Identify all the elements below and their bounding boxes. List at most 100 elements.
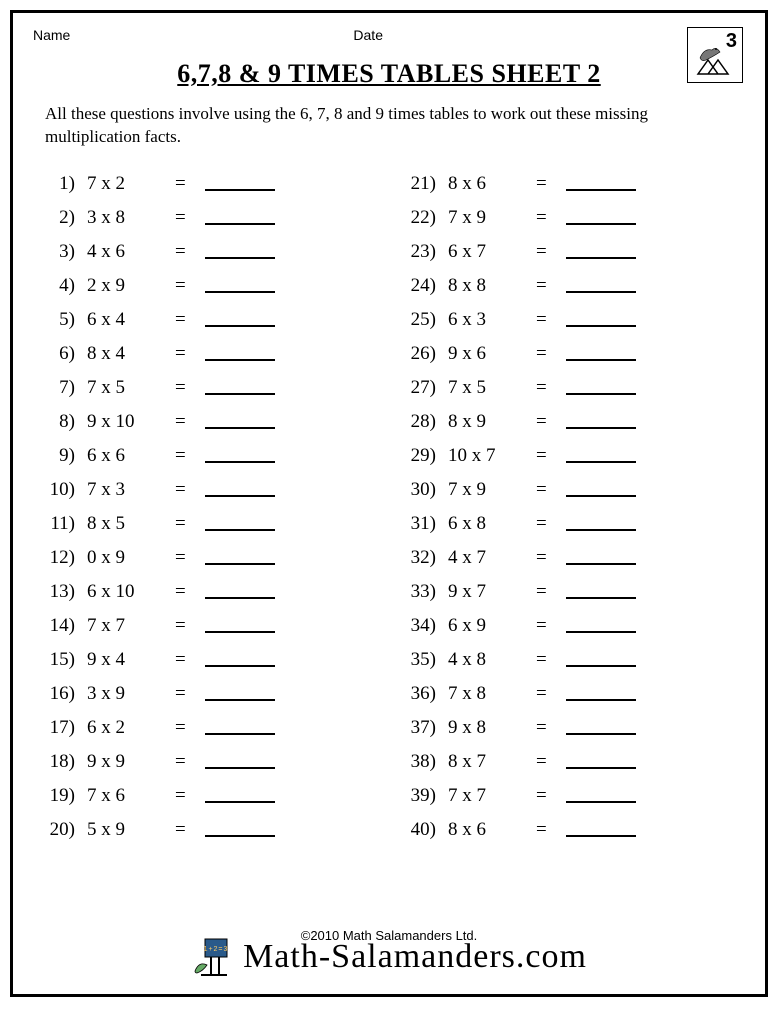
equals-sign: = — [173, 480, 205, 499]
problem-row: 25)6 x 3= — [398, 295, 737, 329]
equals-sign: = — [534, 242, 566, 261]
answer-blank[interactable] — [566, 409, 636, 429]
problem-row: 6)8 x 4= — [37, 329, 376, 363]
answer-blank[interactable] — [205, 613, 275, 633]
problems-column-2: 21)8 x 6=22)7 x 9=23)6 x 7=24)8 x 8=25)6… — [398, 159, 737, 839]
answer-blank[interactable] — [205, 647, 275, 667]
problem-number: 3) — [37, 242, 83, 261]
answer-blank[interactable] — [205, 443, 275, 463]
problem-number: 27) — [398, 378, 444, 397]
answer-blank[interactable] — [205, 307, 275, 327]
answer-blank[interactable] — [566, 681, 636, 701]
problem-expression: 0 x 9 — [83, 548, 173, 567]
problem-row: 9)6 x 6= — [37, 431, 376, 465]
problems-column-1: 1)7 x 2=2)3 x 8=3)4 x 6=4)2 x 9=5)6 x 4=… — [37, 159, 376, 839]
answer-blank[interactable] — [566, 375, 636, 395]
problem-number: 15) — [37, 650, 83, 669]
answer-blank[interactable] — [566, 579, 636, 599]
problem-expression: 6 x 7 — [444, 242, 534, 261]
problem-expression: 7 x 2 — [83, 174, 173, 193]
problem-number: 19) — [37, 786, 83, 805]
problem-number: 24) — [398, 276, 444, 295]
equals-sign: = — [173, 174, 205, 193]
answer-blank[interactable] — [205, 817, 275, 837]
equals-sign: = — [534, 344, 566, 363]
worksheet-page: Name Date 3 6,7,8 & 9 TIMES TABLES SHEET… — [10, 10, 768, 997]
answer-blank[interactable] — [566, 307, 636, 327]
answer-blank[interactable] — [205, 579, 275, 599]
answer-blank[interactable] — [566, 817, 636, 837]
problem-expression: 9 x 8 — [444, 718, 534, 737]
answer-blank[interactable] — [566, 715, 636, 735]
problem-number: 4) — [37, 276, 83, 295]
answer-blank[interactable] — [205, 715, 275, 735]
problem-row: 18)9 x 9= — [37, 737, 376, 771]
problem-number: 37) — [398, 718, 444, 737]
problem-number: 31) — [398, 514, 444, 533]
answer-blank[interactable] — [205, 409, 275, 429]
answer-blank[interactable] — [566, 783, 636, 803]
problem-number: 23) — [398, 242, 444, 261]
problem-number: 20) — [37, 820, 83, 839]
equals-sign: = — [173, 786, 205, 805]
problem-row: 26)9 x 6= — [398, 329, 737, 363]
answer-blank[interactable] — [566, 239, 636, 259]
answer-blank[interactable] — [566, 613, 636, 633]
answer-blank[interactable] — [205, 749, 275, 769]
answer-blank[interactable] — [205, 477, 275, 497]
answer-blank[interactable] — [566, 443, 636, 463]
problem-expression: 5 x 9 — [83, 820, 173, 839]
answer-blank[interactable] — [566, 273, 636, 293]
answer-blank[interactable] — [205, 341, 275, 361]
problem-number: 36) — [398, 684, 444, 703]
answer-blank[interactable] — [566, 477, 636, 497]
problem-number: 13) — [37, 582, 83, 601]
equals-sign: = — [173, 718, 205, 737]
answer-blank[interactable] — [205, 205, 275, 225]
answer-blank[interactable] — [566, 545, 636, 565]
equals-sign: = — [534, 752, 566, 771]
problem-expression: 6 x 3 — [444, 310, 534, 329]
problem-expression: 10 x 7 — [444, 446, 534, 465]
answer-blank[interactable] — [566, 511, 636, 531]
equals-sign: = — [534, 718, 566, 737]
answer-blank[interactable] — [205, 545, 275, 565]
problem-number: 14) — [37, 616, 83, 635]
problem-number: 9) — [37, 446, 83, 465]
problem-expression: 8 x 9 — [444, 412, 534, 431]
answer-blank[interactable] — [566, 171, 636, 191]
answer-blank[interactable] — [205, 511, 275, 531]
problem-expression: 7 x 3 — [83, 480, 173, 499]
answer-blank[interactable] — [205, 681, 275, 701]
problem-expression: 3 x 9 — [83, 684, 173, 703]
answer-blank[interactable] — [566, 341, 636, 361]
answer-blank[interactable] — [205, 783, 275, 803]
problem-expression: 7 x 7 — [83, 616, 173, 635]
answer-blank[interactable] — [205, 273, 275, 293]
problem-row: 30)7 x 9= — [398, 465, 737, 499]
problem-expression: 8 x 6 — [444, 174, 534, 193]
problem-row: 12)0 x 9= — [37, 533, 376, 567]
problem-number: 29) — [398, 446, 444, 465]
answer-blank[interactable] — [205, 239, 275, 259]
problem-row: 28)8 x 9= — [398, 397, 737, 431]
answer-blank[interactable] — [566, 749, 636, 769]
answer-blank[interactable] — [205, 375, 275, 395]
salamander-icon — [692, 40, 738, 80]
equals-sign: = — [534, 514, 566, 533]
problem-row: 1)7 x 2= — [37, 159, 376, 193]
answer-blank[interactable] — [566, 205, 636, 225]
problem-number: 7) — [37, 378, 83, 397]
equals-sign: = — [173, 820, 205, 839]
equals-sign: = — [534, 786, 566, 805]
problem-row: 20)5 x 9= — [37, 805, 376, 839]
problem-row: 11)8 x 5= — [37, 499, 376, 533]
answer-blank[interactable] — [205, 171, 275, 191]
problem-number: 33) — [398, 582, 444, 601]
answer-blank[interactable] — [566, 647, 636, 667]
equals-sign: = — [173, 684, 205, 703]
problem-row: 37)9 x 8= — [398, 703, 737, 737]
grade-badge: 3 — [687, 27, 743, 83]
equals-sign: = — [534, 412, 566, 431]
problem-row: 14)7 x 7= — [37, 601, 376, 635]
